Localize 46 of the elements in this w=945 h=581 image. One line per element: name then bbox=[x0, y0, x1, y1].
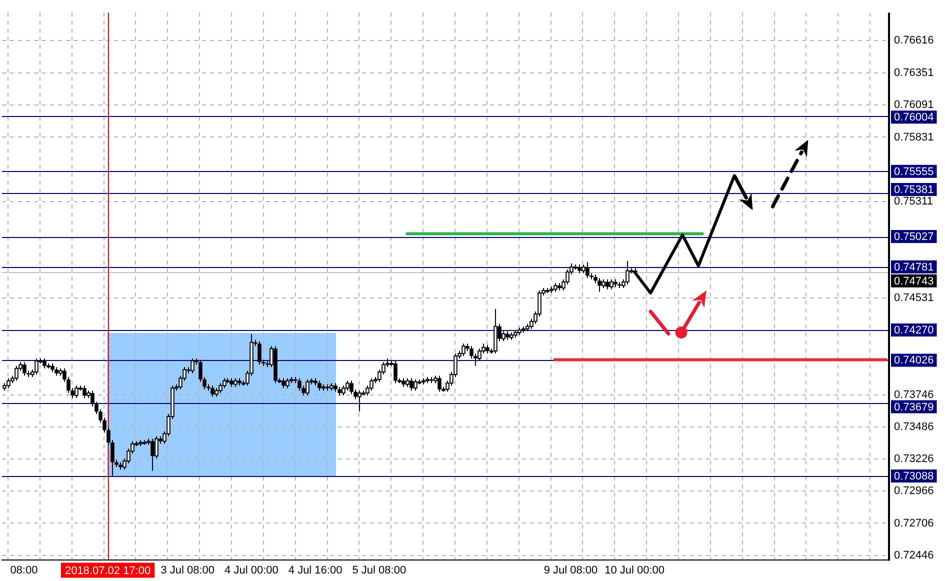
x-tick-label: 4 Jul 00:00 bbox=[224, 564, 278, 576]
ref-line-label: 0.75555 bbox=[894, 166, 934, 178]
y-tick-label: 0.72446 bbox=[894, 549, 934, 562]
candlestick bbox=[318, 380, 322, 392]
y-tick-label: 0.76091 bbox=[894, 99, 934, 112]
y-tick-label: 0.75311 bbox=[894, 195, 933, 208]
y-tick-label: 0.73486 bbox=[894, 420, 934, 433]
candlestick bbox=[350, 380, 354, 395]
y-tick-label: 0.74531 bbox=[894, 292, 934, 304]
ref-line-label: 0.75381 bbox=[894, 184, 934, 196]
ref-line-label: 0.75027 bbox=[894, 231, 934, 244]
y-tick-label: 0.75831 bbox=[894, 131, 934, 144]
candlestick bbox=[22, 362, 26, 376]
y-tick-label: 0.76616 bbox=[894, 34, 934, 46]
candlestick bbox=[210, 385, 214, 398]
candlestick bbox=[438, 375, 442, 392]
candlestick bbox=[82, 385, 86, 398]
ref-line-label: 0.74781 bbox=[894, 261, 934, 274]
candlestick bbox=[394, 360, 398, 384]
x-tick-label: 5 Jul 08:00 bbox=[352, 564, 406, 576]
candlestick bbox=[42, 358, 46, 369]
candlestick bbox=[586, 262, 590, 279]
candlestick bbox=[410, 378, 414, 392]
candlestick bbox=[282, 378, 286, 389]
ref-line-label: 0.74270 bbox=[894, 324, 934, 337]
x-tick-label: 10 Jul 00:00 bbox=[604, 564, 665, 576]
x-tick-label: 9 Jul 08:00 bbox=[544, 564, 598, 576]
candlestick bbox=[298, 378, 302, 392]
candlestick bbox=[258, 340, 262, 366]
candlestick bbox=[606, 278, 610, 290]
candlestick bbox=[598, 278, 602, 292]
ref-line-label: 0.74743 bbox=[894, 275, 934, 288]
x-tick-label: 3 Jul 08:00 bbox=[160, 564, 214, 576]
x-tick-label: 2018.07.02 17:00 bbox=[64, 564, 151, 577]
ref-line-label: 0.73679 bbox=[894, 401, 934, 414]
x-tick-label: 4 Jul 16:00 bbox=[288, 564, 342, 576]
ref-line-label: 0.76004 bbox=[894, 112, 934, 124]
ref-line-label: 0.74026 bbox=[894, 354, 934, 367]
ref-line-label: 0.73088 bbox=[894, 470, 934, 483]
y-tick-label: 0.76351 bbox=[894, 67, 934, 80]
y-tick-label: 0.72966 bbox=[894, 485, 934, 498]
y-tick-label: 0.73746 bbox=[894, 388, 934, 401]
x-tick-label: 08:00 bbox=[10, 564, 38, 576]
y-tick-label: 0.73226 bbox=[894, 453, 934, 466]
candlestick bbox=[150, 438, 154, 472]
y-tick-label: 0.72706 bbox=[894, 517, 934, 530]
